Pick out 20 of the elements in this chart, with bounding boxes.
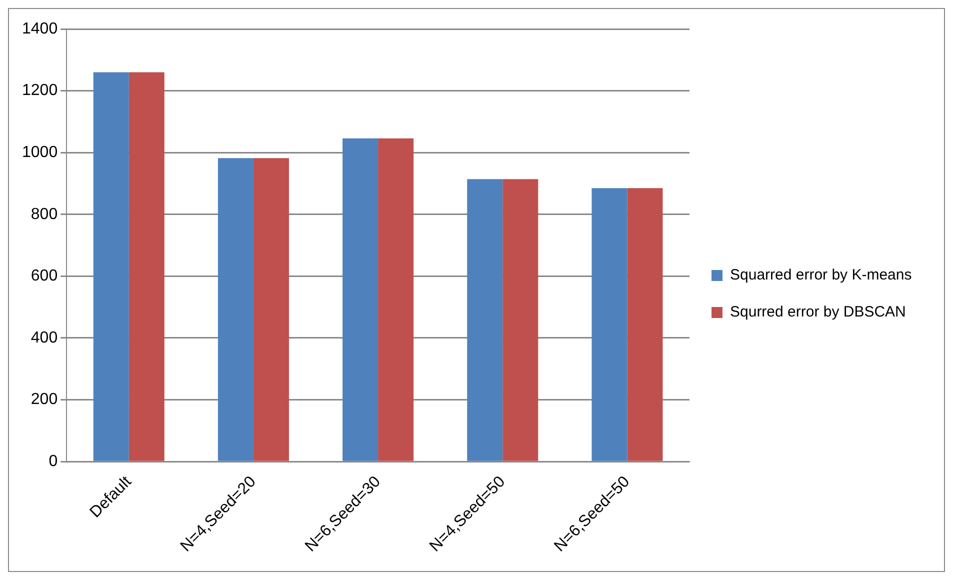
bar (93, 72, 129, 461)
bar (502, 179, 538, 461)
y-tick-label: 400 (30, 329, 58, 346)
y-tick-label: 1000 (22, 144, 58, 162)
bar (592, 188, 628, 461)
bar (128, 72, 164, 461)
bar (342, 138, 378, 461)
y-tick-label: 1400 (22, 20, 58, 38)
y-tick-label: 600 (30, 268, 58, 285)
bar (253, 158, 289, 461)
bar (218, 158, 254, 461)
y-tick-label: 0 (48, 453, 58, 470)
bar (378, 138, 414, 461)
y-tick-label: 200 (30, 391, 58, 408)
legend-label: Squrred error by DBSCAN (730, 304, 906, 321)
bar (467, 179, 503, 461)
y-tick-label: 1200 (22, 82, 58, 100)
legend-label: Squarred error by K-means (730, 266, 912, 284)
bar (627, 188, 663, 461)
y-tick-label: 800 (30, 206, 58, 223)
